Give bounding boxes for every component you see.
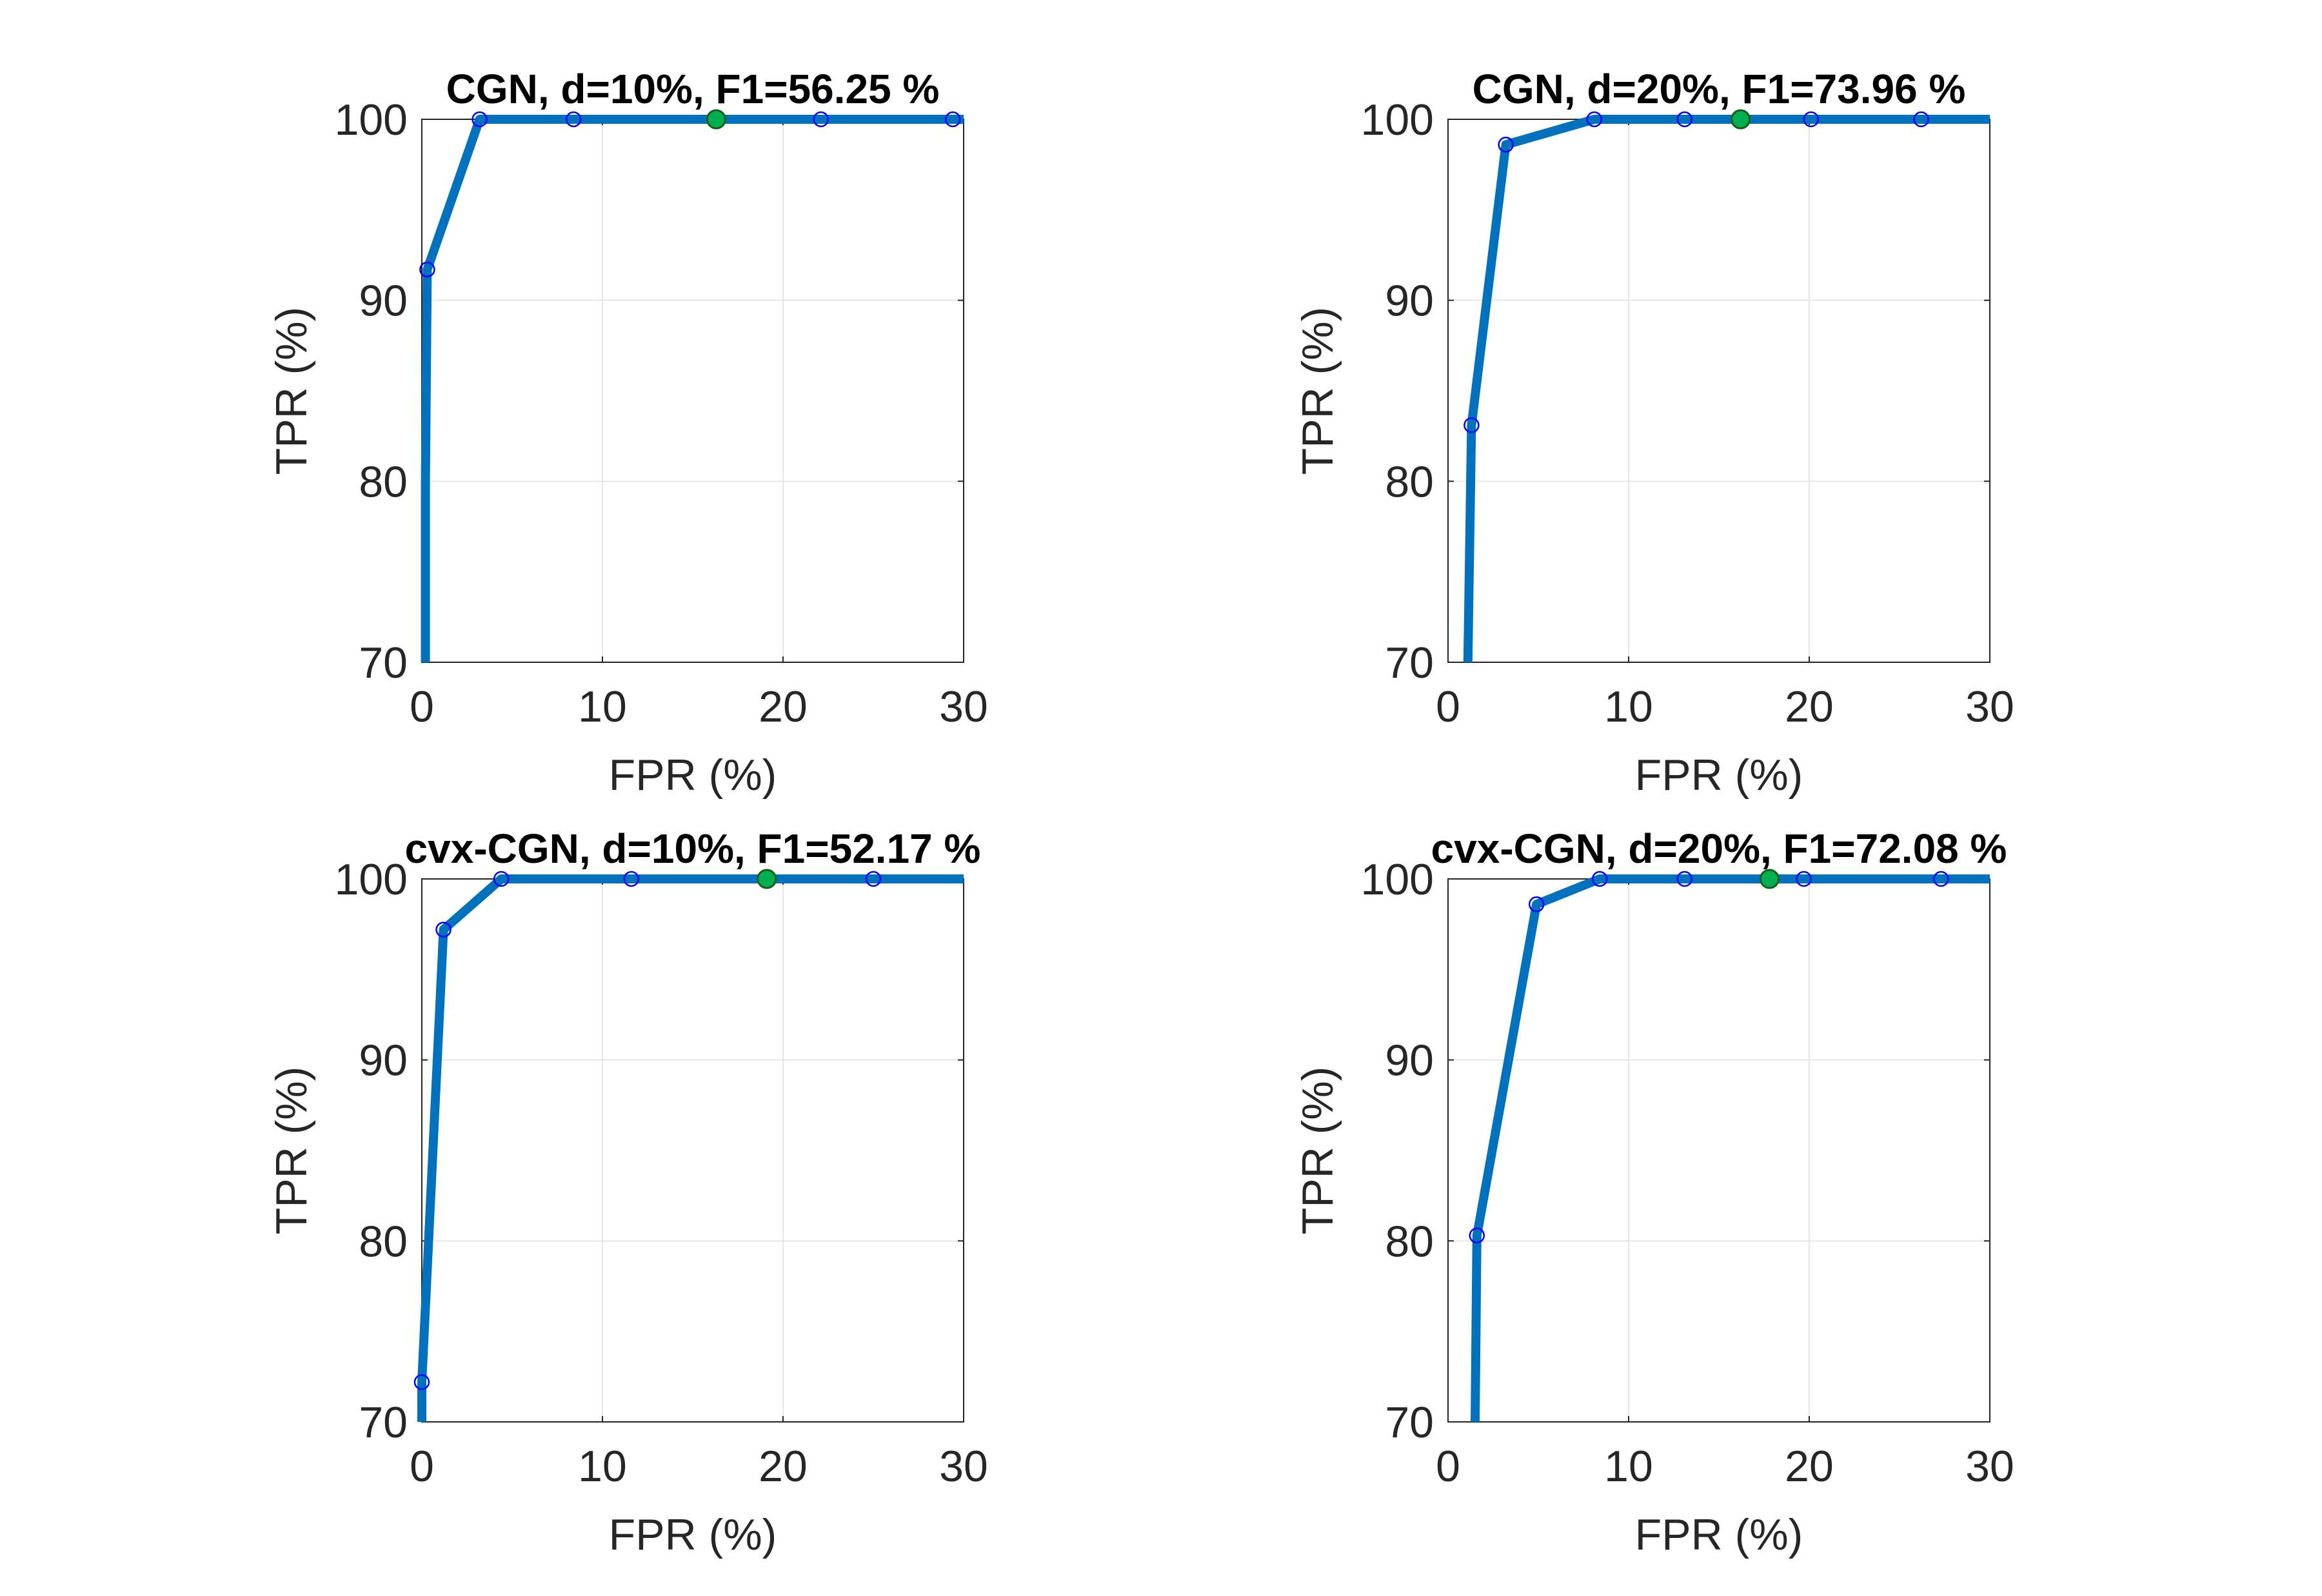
subplot-1-data-marker [471,111,488,128]
subplot-2-data-marker [1913,111,1929,128]
subplot-2-x-axis-label: FPR (%) [1635,751,1803,800]
subplot-2-y-tick-label: 80 [1385,457,1434,506]
subplot-4-data-marker [1676,871,1693,887]
subplot-1-y-tick-label: 80 [359,457,408,506]
subplot-1-roc-line [421,115,964,662]
subplot-2-data-marker [1803,111,1820,128]
subplot-1-x-tick-label: 30 [939,682,988,731]
subplot-1-data-marker [944,111,961,128]
subplot-1-data-marker [419,261,435,278]
subplot-4-x-axis-label: FPR (%) [1635,1510,1803,1559]
subplot-2-x-tick-label: 20 [1785,682,1834,731]
subplot-4-x-tick-label: 0 [1436,1442,1460,1491]
subplot-3-plot-area [422,879,964,1422]
subplot-2-plot-area [1448,119,1990,662]
subplot-2-title: CGN, d=20%, F1=73.96 % [1473,66,1966,112]
subplot-4-y-axis-label: TPR (%) [1293,1067,1342,1235]
subplot-4: cvx-CGN, d=20%, F1=72.08 % FPR (%) TPR (… [1293,825,2014,1559]
subplot-3-x-axis-label: FPR (%) [609,1510,777,1559]
subplot-2-best-f1-marker [1731,109,1751,130]
subplot-1-y-axis-label: TPR (%) [267,307,316,475]
subplot-2-y-tick-label: 100 [1361,95,1434,144]
subplot-2-y-tick-label: 70 [1385,638,1434,687]
subplot-3: cvx-CGN, d=10%, F1=52.17 % FPR (%) TPR (… [267,825,988,1559]
subplot-2-x-tick-label: 0 [1436,682,1460,731]
subplot-4-data-marker [1469,1227,1485,1244]
subplot-3-x-tick-label: 10 [578,1442,627,1491]
subplot-3-y-axis-label: TPR (%) [267,1067,316,1235]
subplot-4-roc-line [1471,874,1990,1423]
subplot-1-y-tick-label: 90 [359,277,408,326]
subplot-3-x-tick-label: 20 [759,1442,808,1491]
subplot-1-y-tick-label: 100 [335,95,408,144]
subplot-2-data-marker [1498,137,1514,153]
subplot-4-data-marker [1591,871,1608,887]
subplot-3-x-tick-label: 30 [939,1442,988,1491]
subplot-4-x-tick-label: 10 [1604,1442,1653,1491]
subplot-2-data-marker [1676,111,1693,128]
subplot-1-data-marker [813,111,829,128]
subplot-2-x-tick-label: 30 [1965,682,2014,731]
subplot-1-y-tick-label: 70 [359,638,408,687]
subplot-3-data-marker [623,871,640,887]
subplot-4-y-tick-label: 70 [1385,1398,1434,1447]
subplot-2-data-marker [1586,111,1603,128]
subplot-1-data-marker [565,111,582,128]
subplot-1-best-f1-marker [706,109,726,130]
subplot-2: CGN, d=20%, F1=73.96 % FPR (%) TPR (%) 0… [1293,66,2014,800]
subplot-4-data-marker [1933,871,1949,887]
subplot-4-y-tick-label: 90 [1385,1036,1434,1085]
subplot-3-y-tick-label: 70 [359,1398,408,1447]
subplot-2-data-marker [1464,417,1480,433]
subplot-3-data-marker [865,871,882,887]
subplot-2-roc-line [1463,115,1990,663]
subplot-1-plot-area [422,119,964,662]
subplot-1: CGN, d=10%, F1=56.25 % FPR (%) TPR (%) 0… [267,66,988,800]
subplot-3-data-marker [413,1374,430,1390]
subplot-4-title: cvx-CGN, d=20%, F1=72.08 % [1431,825,2007,872]
subplot-1-title: CGN, d=10%, F1=56.25 % [446,66,940,112]
subplot-4-y-tick-label: 80 [1385,1217,1434,1266]
subplot-4-x-tick-label: 20 [1785,1442,1834,1491]
subplot-3-y-tick-label: 100 [335,855,408,904]
subplot-1-x-axis-label: FPR (%) [609,751,777,800]
subplot-2-y-tick-label: 90 [1385,277,1434,326]
subplot-2-y-axis-label: TPR (%) [1293,307,1342,475]
subplot-4-best-f1-marker [1759,869,1780,889]
subplot-3-best-f1-marker [757,869,777,889]
subplot-3-x-tick-label: 0 [410,1442,434,1491]
subplot-4-data-marker [1528,896,1545,912]
subplot-1-x-tick-label: 0 [410,682,434,731]
subplot-4-y-tick-label: 100 [1361,855,1434,904]
subplot-1-x-tick-label: 20 [759,682,808,731]
subplot-3-y-tick-label: 90 [359,1036,408,1085]
subplot-1-x-tick-label: 10 [578,682,627,731]
subplot-4-x-tick-label: 30 [1965,1442,2014,1491]
subplot-4-plot-area [1448,879,1990,1422]
subplot-4-data-marker [1796,871,1812,887]
subplot-3-title: cvx-CGN, d=10%, F1=52.17 % [405,825,981,872]
subplot-2-x-tick-label: 10 [1604,682,1653,731]
subplot-3-data-marker [435,921,452,938]
subplot-3-y-tick-label: 80 [359,1217,408,1266]
subplot-3-roc-line [417,874,964,1422]
subplot-3-data-marker [493,871,510,887]
